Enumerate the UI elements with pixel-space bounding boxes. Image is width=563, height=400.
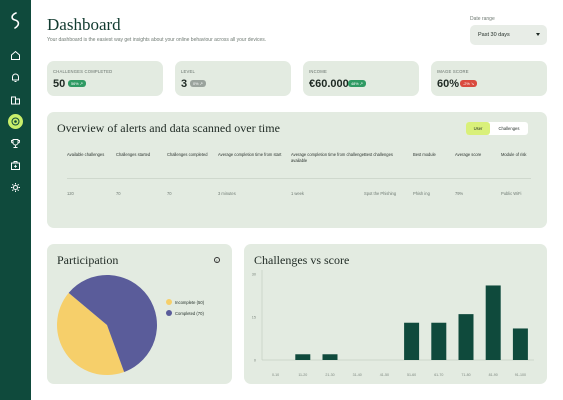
overview-table: Available challenges Challenges started … <box>67 148 531 214</box>
kpi-card-income: INCOME €60.000 48% ↗ <box>303 61 419 96</box>
x-tick-label: 41-50 <box>380 373 389 377</box>
kpi-value: €60.000 <box>309 78 349 90</box>
kpi-value: 3 <box>181 78 188 90</box>
table-cell: 70 <box>167 177 218 214</box>
legend-label: Completed (70) <box>175 310 204 316</box>
x-tick-label: 21-30 <box>325 373 334 377</box>
date-range-value: Past 30 days <box>478 32 510 38</box>
table-cell: 70 <box>116 177 167 214</box>
legend-item-completed: Completed (70) <box>166 310 204 316</box>
legend-label: Incomplete (50) <box>175 299 205 305</box>
home-icon[interactable] <box>8 48 23 63</box>
bar-81-90 <box>485 285 501 360</box>
column-header: Average completion time from challenge a… <box>291 152 364 163</box>
bar-51-60 <box>404 322 420 360</box>
x-tick-label: 91-100 <box>515 373 526 377</box>
date-range-label: Date range <box>470 16 495 22</box>
bar-11-20 <box>295 354 311 360</box>
x-tick-label: 0-10 <box>272 373 279 377</box>
page-subtitle: Your dashboard is the easiest way get in… <box>47 37 267 43</box>
bar-61-70 <box>431 322 447 360</box>
table-cell: Phish ing <box>413 177 455 214</box>
sidebar <box>0 0 31 400</box>
y-tick-label: 15 <box>252 316 256 320</box>
column-header: Challenges completed <box>167 152 208 157</box>
x-tick-label: 31-40 <box>353 373 362 377</box>
bell-icon[interactable] <box>8 70 23 85</box>
x-tick-label: 11-20 <box>298 373 307 377</box>
kpi-badge: 56% ↗ <box>68 80 86 87</box>
y-tick-label: 0 <box>254 359 256 363</box>
y-tick-label: 30 <box>252 273 256 277</box>
challenges-vs-score-title: Challenges vs score <box>254 253 350 267</box>
bar-71-80 <box>458 314 474 360</box>
toggle-user[interactable]: User <box>466 122 490 135</box>
legend-item-incomplete: Incomplete (50) <box>166 299 204 305</box>
column-header: Available challenges <box>67 152 105 157</box>
column-header: Average score <box>455 152 482 157</box>
kpi-value: 50 <box>53 78 66 90</box>
column-header: Challenges started <box>116 152 151 157</box>
legend-swatch <box>166 310 172 316</box>
kpi-label: INCOME <box>309 69 327 74</box>
logo-icon <box>11 12 20 29</box>
table-cell: Spot the Phishing <box>364 177 413 214</box>
table-row: 120 70 70 3 minutes 1 week Spot the Phis… <box>67 177 531 214</box>
kpi-value: 60% <box>437 78 460 90</box>
overview-title: Overview of alerts and data scanned over… <box>57 121 280 135</box>
x-tick-label: 81-90 <box>489 373 498 377</box>
page-title: Dashboard <box>47 15 121 34</box>
participation-pie-chart <box>57 275 157 375</box>
column-header: Best challenges <box>364 152 393 157</box>
bar-91-100 <box>512 328 528 360</box>
kpi-label: IMAGE SCORE <box>437 69 469 74</box>
legend-swatch <box>166 299 172 305</box>
x-tick-label: 61-70 <box>434 373 443 377</box>
table-cell: 120 <box>67 177 116 214</box>
info-icon[interactable]: i <box>214 257 220 263</box>
kpi-label: LEVEL <box>181 69 196 74</box>
table-header-row: Available challenges Challenges started … <box>67 148 531 178</box>
kpi-badge: 48% ↗ <box>348 80 366 87</box>
toggle-challenges[interactable]: Challenges <box>498 126 520 131</box>
trophy-icon[interactable] <box>8 136 23 151</box>
target-icon[interactable] <box>8 114 23 129</box>
table-cell: Public WiFi <box>501 177 531 214</box>
table-cell: 79% <box>455 177 501 214</box>
chevron-down-icon <box>536 33 540 36</box>
x-tick-label: 51-60 <box>407 373 416 377</box>
kpi-badge: -2% ↘ <box>460 80 478 87</box>
column-header: Module of risk <box>501 152 527 157</box>
kpi-badge: 0% ↗ <box>190 80 206 87</box>
column-header: Average completion time from start <box>218 152 282 157</box>
x-tick-label: 71-80 <box>461 373 470 377</box>
gear-icon[interactable] <box>8 180 23 195</box>
kpi-card-image-score: IMAGE SCORE 60% -2% ↘ <box>431 61 547 96</box>
challenges-vs-score-bar-chart: 0 15 30 0-10 11-20 21-30 31-40 41-50 51-60 61-70 7… <box>252 270 534 377</box>
bar-21-30 <box>322 354 338 360</box>
column-header: Best module <box>413 152 436 157</box>
pie-slice-incomplete <box>57 292 125 375</box>
table-cell: 1 week <box>291 177 364 214</box>
date-range-select[interactable]: Past 30 days <box>470 25 547 45</box>
participation-title: Participation <box>57 253 119 267</box>
kpi-card-level: LEVEL 3 0% ↗ <box>175 61 291 96</box>
medkit-icon[interactable] <box>8 158 23 173</box>
kpi-card-challenges-completed: CHALLENGES COMPLETED 50 56% ↗ <box>47 61 163 96</box>
view-toggle: User Challenges <box>466 122 528 135</box>
kpi-label: CHALLENGES COMPLETED <box>53 69 113 74</box>
pie-slice-completed <box>68 275 157 372</box>
table-cell: 3 minutes <box>218 177 291 214</box>
building-icon[interactable] <box>8 92 23 107</box>
